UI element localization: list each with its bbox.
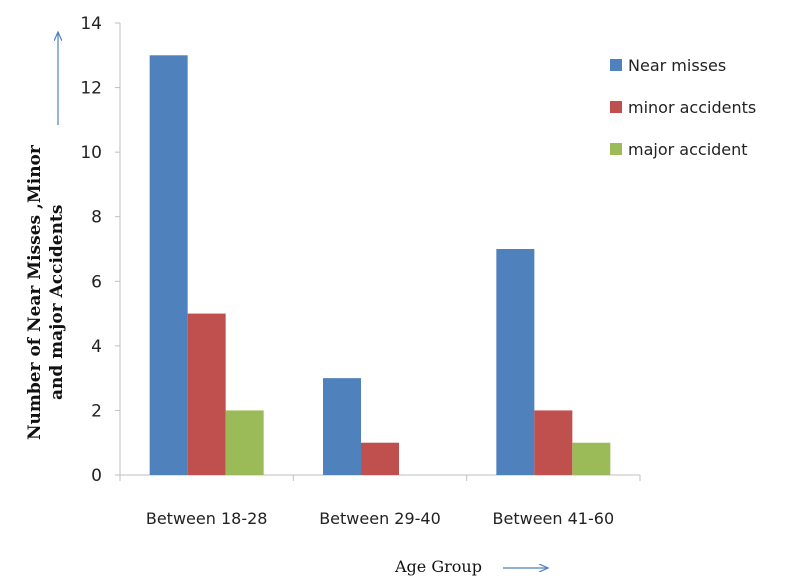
legend-label-0: Near misses xyxy=(628,56,726,75)
y-tick-label: 8 xyxy=(91,208,102,228)
bar-2-0 xyxy=(225,410,264,475)
bar-0-1 xyxy=(323,378,361,475)
legend: Near misses minor accidents major accident xyxy=(610,56,756,159)
y-tick-label: 10 xyxy=(80,143,102,163)
bars xyxy=(149,55,611,476)
bar-1-0 xyxy=(187,313,226,475)
y-tick-label: 2 xyxy=(91,401,102,421)
category-label: Between 18-28 xyxy=(146,509,268,528)
y-tick-label: 0 xyxy=(91,466,102,486)
y-tick-label: 12 xyxy=(80,79,102,99)
y-tick-label: 6 xyxy=(91,272,102,292)
y-tick-label: 4 xyxy=(91,337,102,357)
y-axis-title: Number of Near Misses ,Minor and major A… xyxy=(25,144,67,440)
bar-1-1 xyxy=(361,442,399,475)
legend-swatch-0 xyxy=(610,59,622,71)
category-label: Between 41-60 xyxy=(493,509,615,528)
y-axis-title-line1: Number of Near Misses ,Minor xyxy=(25,144,45,440)
x-axis-title: Age Group xyxy=(394,557,482,576)
y-ticks: 0 2 4 6 8 10 12 14 xyxy=(80,14,120,486)
bar-2-2 xyxy=(572,442,611,475)
y-axis-title-line2: and major Accidents xyxy=(47,205,67,400)
y-tick-label: 14 xyxy=(80,14,102,34)
legend-swatch-2 xyxy=(610,143,622,155)
category-label: Between 29-40 xyxy=(319,509,441,528)
legend-label-1: minor accidents xyxy=(628,98,756,117)
bar-0-2 xyxy=(496,249,535,475)
legend-label-2: major accident xyxy=(628,140,748,159)
x-separators xyxy=(119,475,641,481)
legend-swatch-1 xyxy=(610,101,622,113)
bar-0-0 xyxy=(149,55,188,476)
bar-1-2 xyxy=(534,410,573,475)
category-labels: Between 18-28 Between 29-40 Between 41-60 xyxy=(146,509,614,528)
